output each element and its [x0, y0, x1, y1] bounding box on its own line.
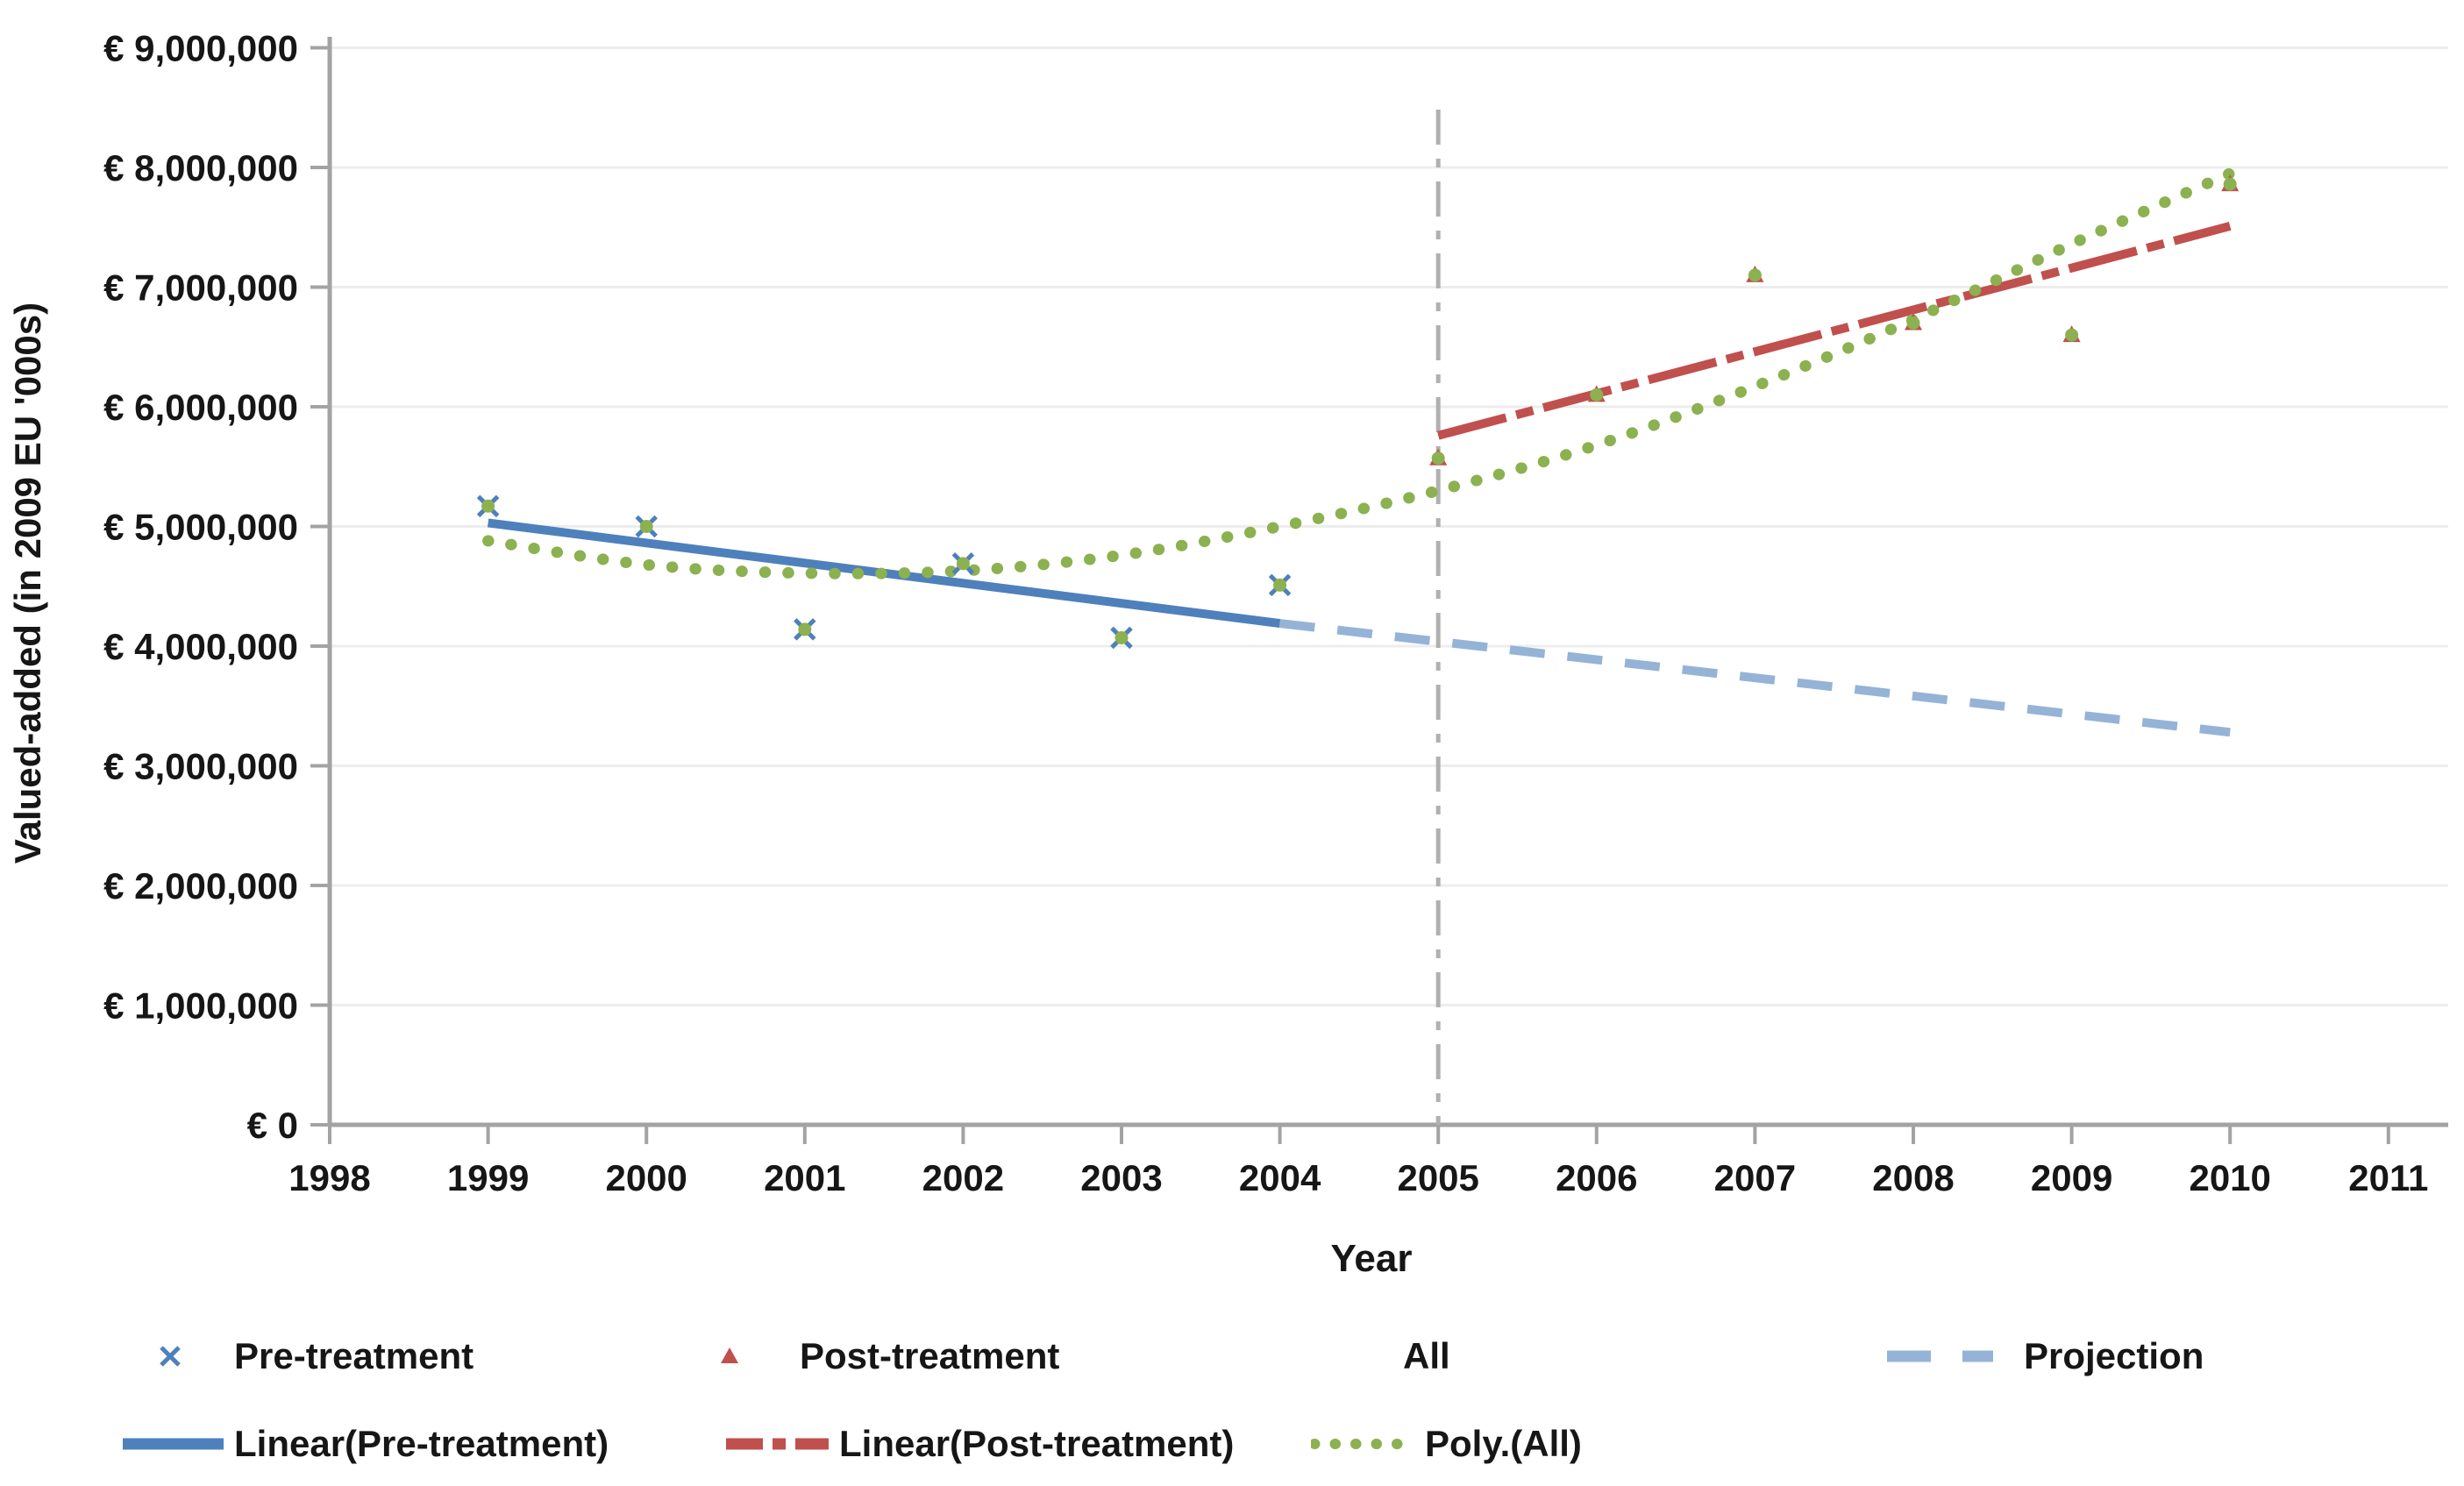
- all-series-dot-marker: [1906, 316, 1920, 330]
- legend-label: All: [1403, 1335, 1450, 1376]
- x-tick-label: 1998: [288, 1157, 370, 1198]
- all-series-dot-marker: [481, 499, 495, 513]
- y-tick-label: € 9,000,000: [103, 28, 298, 69]
- y-tick-label: € 0: [247, 1105, 298, 1146]
- all-series-dot-marker: [1590, 387, 1604, 402]
- legend-swatch-dashdot-line: [726, 1419, 829, 1468]
- legend-item-linear-pre: Linear(Pre-treatment): [123, 1419, 609, 1468]
- legend-item-all: All: [1403, 1332, 1450, 1381]
- legend-swatch-dotted-line: [1311, 1419, 1412, 1468]
- x-tick-label: 2005: [1397, 1157, 1478, 1198]
- legend-swatch-triangle-marker: [715, 1332, 750, 1381]
- legend-label: Linear(Pre-treatment): [234, 1423, 609, 1464]
- trend-lines: [482, 167, 2236, 737]
- all-series-dot-marker: [1431, 451, 1445, 466]
- x-axis-title: Year: [1331, 1237, 1413, 1280]
- all-series-dot-marker: [1114, 630, 1129, 644]
- legend-label: Poly.(All): [1425, 1423, 1582, 1464]
- x-tick-label: 2006: [1556, 1157, 1637, 1198]
- legend-label: Linear(Post-treatment): [839, 1423, 1235, 1464]
- all-series-dot-marker: [639, 520, 653, 533]
- y-tick-label: € 7,000,000: [103, 267, 298, 309]
- x-tick-label: 2001: [764, 1157, 845, 1198]
- axes: € 0 € 1,000,000 € 2,000,000 € 3,000,000 € 4,…: [103, 28, 2448, 1198]
- series-line-projection: [1279, 619, 2231, 737]
- y-tick-label: € 2,000,000: [103, 865, 298, 907]
- legend-swatch-x-marker: [155, 1332, 190, 1381]
- x-tick-label: 2000: [605, 1157, 687, 1198]
- series-curve-poly-all: [482, 167, 2236, 579]
- y-tick-label: € 5,000,000: [103, 507, 298, 548]
- legend-item-linear-post: Linear(Post-treatment): [726, 1419, 1234, 1468]
- x-tick-label: 2002: [922, 1157, 1004, 1198]
- x-tick-label: 1999: [447, 1157, 529, 1198]
- x-tick-label: 2008: [1872, 1157, 1954, 1198]
- y-tick-label: € 1,000,000: [103, 985, 298, 1027]
- legend-item-post: Post-treatment: [715, 1332, 1059, 1381]
- legend-label: Pre-treatment: [234, 1335, 474, 1376]
- y-tick-label: € 3,000,000: [103, 746, 298, 787]
- y-axis-title: Valued-added (in 2009 EU '000s): [7, 302, 48, 864]
- legend-item-pre: Pre-treatment: [155, 1332, 474, 1381]
- legend-item-projection: Projection: [1885, 1332, 2204, 1381]
- gridlines: [330, 46, 2448, 1006]
- all-series-dot-marker: [956, 557, 970, 571]
- y-tick-label: € 8,000,000: [103, 147, 298, 188]
- x-tick-label: 2009: [2031, 1157, 2112, 1198]
- y-tick-label: € 4,000,000: [103, 626, 298, 667]
- all-series-dot-marker: [1273, 578, 1287, 592]
- legend-label: Post-treatment: [800, 1335, 1060, 1376]
- all-series-dot-marker: [2223, 177, 2237, 191]
- all-series-dot-marker: [2065, 328, 2079, 342]
- x-tick-label: 2007: [1714, 1157, 1796, 1198]
- legend-swatch-dash-pair: [1885, 1332, 1995, 1381]
- series-line-linear-post-treatment-: [1436, 222, 2232, 440]
- legend-label: Projection: [2024, 1335, 2204, 1376]
- x-tick-label: 2010: [2189, 1157, 2270, 1198]
- all-series-dot-marker: [798, 622, 812, 636]
- x-tick-label: 2004: [1239, 1157, 1321, 1198]
- x-tick-label: 2003: [1080, 1157, 1162, 1198]
- all-series-dot-marker: [1748, 268, 1762, 282]
- x-tick-label: 2011: [2348, 1157, 2428, 1198]
- data-markers: [476, 174, 2240, 650]
- legend-item-poly: Poly.(All): [1311, 1419, 1582, 1468]
- legend-swatch-solid-line: [123, 1419, 224, 1468]
- y-tick-label: € 6,000,000: [103, 387, 298, 428]
